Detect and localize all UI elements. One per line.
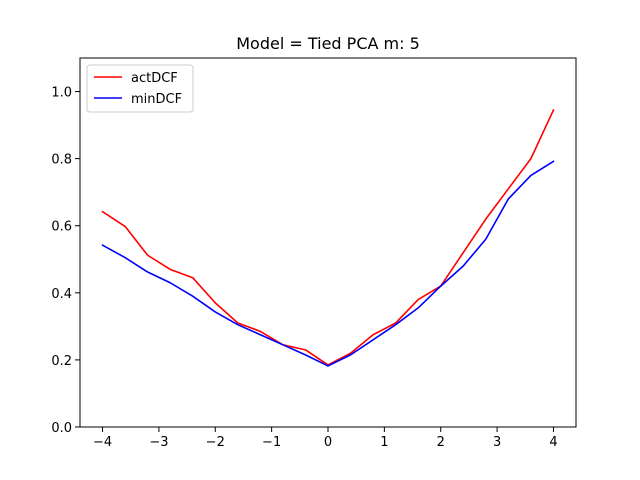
y-tick-label: 0.2 xyxy=(51,354,72,369)
x-tick-label: 1 xyxy=(380,435,388,450)
x-tick-label: −2 xyxy=(206,435,225,450)
series-line-minDCF xyxy=(101,160,555,367)
x-tick-label: −3 xyxy=(149,435,168,450)
y-tick-label: 0.4 xyxy=(51,287,72,302)
chart-title: Model = Tied PCA m: 5 xyxy=(236,34,420,53)
legend: actDCF minDCF xyxy=(86,64,194,113)
y-tick-label: 0.6 xyxy=(51,220,72,235)
x-tick-label: 4 xyxy=(549,435,557,450)
series-layer xyxy=(101,108,555,367)
x-tick-label: −4 xyxy=(93,435,112,450)
legend-label-minDCF: minDCF xyxy=(131,92,182,107)
series-line-actDCF xyxy=(101,108,555,366)
y-tick-label: 0.0 xyxy=(51,421,72,436)
x-tick-label: 3 xyxy=(493,435,501,450)
y-tick-label: 0.8 xyxy=(51,153,72,168)
x-tick-label: −1 xyxy=(262,435,281,450)
x-axis: −4 −3 −2 −1 0 1 2 3 4 xyxy=(93,427,558,450)
x-tick-label: 2 xyxy=(437,435,445,450)
x-tick-label: 0 xyxy=(324,435,332,450)
legend-label-actDCF: actDCF xyxy=(131,71,178,86)
y-axis: 0.0 0.2 0.4 0.6 0.8 1.0 xyxy=(51,86,80,436)
y-tick-label: 1.0 xyxy=(51,86,72,101)
